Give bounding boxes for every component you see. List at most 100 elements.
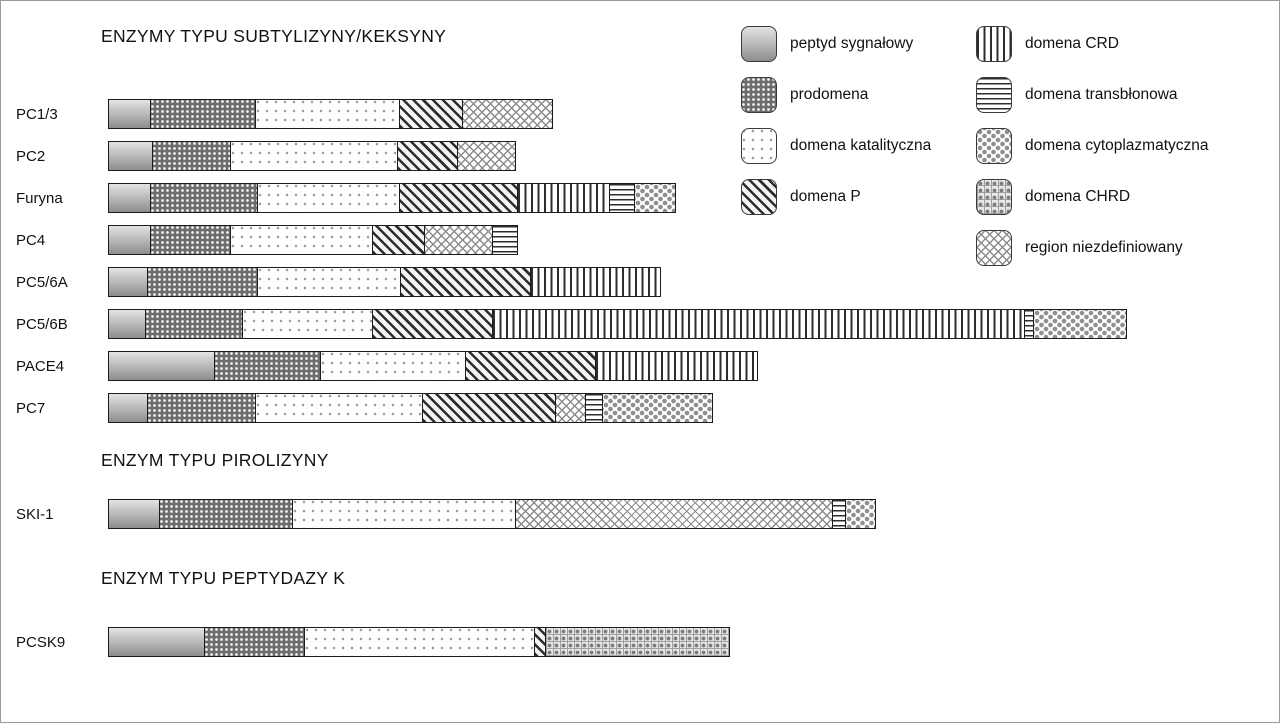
legend-item: peptyd sygnałowy xyxy=(741,26,976,62)
legend-column: domena CRD domena transbłonowa domena cyto… xyxy=(976,26,1209,282)
legend-item: domena cytoplazmatyczna xyxy=(976,128,1209,164)
protein-bar xyxy=(108,183,676,213)
legend-label: prodomena xyxy=(790,86,869,103)
segment-signal xyxy=(109,184,150,212)
protein-label: PC4 xyxy=(16,231,46,249)
segment-catalytic xyxy=(255,100,399,128)
segment-undefined xyxy=(457,142,515,170)
segment-cytoplasmic xyxy=(1033,310,1126,338)
legend-label: domena P xyxy=(790,188,861,205)
protein-bar xyxy=(108,99,553,129)
segment-pdomain xyxy=(534,628,545,656)
protein-row: PC1/3 xyxy=(1,99,1279,129)
segment-undefined xyxy=(424,226,492,254)
protein-row: PCSK9 xyxy=(1,627,1279,657)
segment-signal xyxy=(109,394,147,422)
legend-item: domena CHRD xyxy=(976,179,1209,215)
segment-undefined xyxy=(462,100,552,128)
segment-catalytic xyxy=(320,352,465,380)
protein-row: PC7 xyxy=(1,393,1279,423)
protein-bar xyxy=(108,393,713,423)
legend-label: domena CHRD xyxy=(1025,188,1131,205)
protein-row: PC2 xyxy=(1,141,1279,171)
legend-label: peptyd sygnałowy xyxy=(790,35,914,52)
legend-swatch-tm xyxy=(976,77,1012,113)
segment-tm xyxy=(609,184,634,212)
protein-row: PC5/6A xyxy=(1,267,1279,297)
legend: peptyd sygnałowy prodomena domena katality… xyxy=(741,26,1209,282)
protein-row: PC4 xyxy=(1,225,1279,255)
legend-item: domena P xyxy=(741,179,976,215)
segment-pdomain xyxy=(399,184,517,212)
legend-label: domena cytoplazmatyczna xyxy=(1025,137,1209,154)
segment-signal xyxy=(109,500,159,528)
segment-signal xyxy=(109,352,214,380)
segment-pdomain xyxy=(399,100,462,128)
legend-column: peptyd sygnałowy prodomena domena katality… xyxy=(741,26,976,282)
protein-bar xyxy=(108,499,876,529)
protein-label: PC5/6A xyxy=(16,273,68,291)
enzyme-section: ENZYMY TYPU SUBTYLIZYNY/KEKSYNY PC1/3 PC2 F… xyxy=(1,23,1279,436)
section-title: ENZYMY TYPU SUBTYLIZYNY/KEKSYNY xyxy=(101,26,447,46)
protein-bar xyxy=(108,141,516,171)
segment-tm xyxy=(832,500,845,528)
segment-pdomain xyxy=(422,394,555,422)
protein-bar xyxy=(108,351,758,381)
legend-label: domena transbłonowa xyxy=(1025,86,1178,103)
legend-label: domena katalityczna xyxy=(790,137,932,154)
segment-prodomain xyxy=(150,100,255,128)
protein-label: Furyna xyxy=(16,189,63,207)
segment-tm xyxy=(1024,310,1033,338)
protein-label: PACE4 xyxy=(16,357,65,375)
legend-swatch-prodomain xyxy=(741,77,777,113)
segment-tm xyxy=(585,394,602,422)
legend-item: domena CRD xyxy=(976,26,1209,62)
segment-signal xyxy=(109,628,204,656)
segment-prodomain xyxy=(150,226,230,254)
protein-bar xyxy=(108,267,661,297)
segment-crd xyxy=(492,310,1024,338)
segment-prodomain xyxy=(152,142,230,170)
segment-catalytic xyxy=(257,268,400,296)
protein-label: PC1/3 xyxy=(16,105,58,123)
protein-label: PCSK9 xyxy=(16,633,66,651)
enzyme-section: ENZYM TYPU PEPTYDAZY K PCSK9 xyxy=(1,565,1279,670)
protein-row: Furyna xyxy=(1,183,1279,213)
segment-prodomain xyxy=(147,268,257,296)
legend-label: region niezdefiniowany xyxy=(1025,239,1183,256)
legend-item: domena transbłonowa xyxy=(976,77,1209,113)
legend-swatch-signal xyxy=(741,26,777,62)
segment-undefined xyxy=(515,500,832,528)
protein-bar xyxy=(108,309,1127,339)
legend-item: prodomena xyxy=(741,77,976,113)
legend-swatch-crd xyxy=(976,26,1012,62)
segment-signal xyxy=(109,100,150,128)
segment-signal xyxy=(109,268,147,296)
enzyme-section: ENZYM TYPU PIROLIZYNY SKI-1 xyxy=(1,447,1279,542)
protein-label: SKI-1 xyxy=(16,505,54,523)
legend-swatch-pdomain xyxy=(741,179,777,215)
segment-prodomain xyxy=(147,394,255,422)
segment-tm xyxy=(492,226,517,254)
segment-crd xyxy=(517,184,609,212)
segment-prodomain xyxy=(204,628,304,656)
protein-row: PC5/6B xyxy=(1,309,1279,339)
protein-bar xyxy=(108,627,730,657)
section-title: ENZYM TYPU PIROLIZYNY xyxy=(101,450,329,470)
segment-catalytic xyxy=(242,310,372,338)
legend-swatch-catalytic xyxy=(741,128,777,164)
protein-label: PC5/6B xyxy=(16,315,68,333)
segment-signal xyxy=(109,226,150,254)
legend-item: domena katalityczna xyxy=(741,128,976,164)
segment-prodomain xyxy=(145,310,242,338)
segment-catalytic xyxy=(255,394,422,422)
segment-undefined xyxy=(555,394,585,422)
segment-signal xyxy=(109,310,145,338)
segment-pdomain xyxy=(397,142,457,170)
legend-swatch-undefined xyxy=(976,230,1012,266)
protein-rows: PC1/3 PC2 Furyna PC4 PC5/6A PC5/6B PACE4 PC7 xyxy=(1,99,1279,423)
protein-row: PACE4 xyxy=(1,351,1279,381)
section-title: ENZYM TYPU PEPTYDAZY K xyxy=(101,568,346,588)
legend-swatch-chrd xyxy=(976,179,1012,215)
